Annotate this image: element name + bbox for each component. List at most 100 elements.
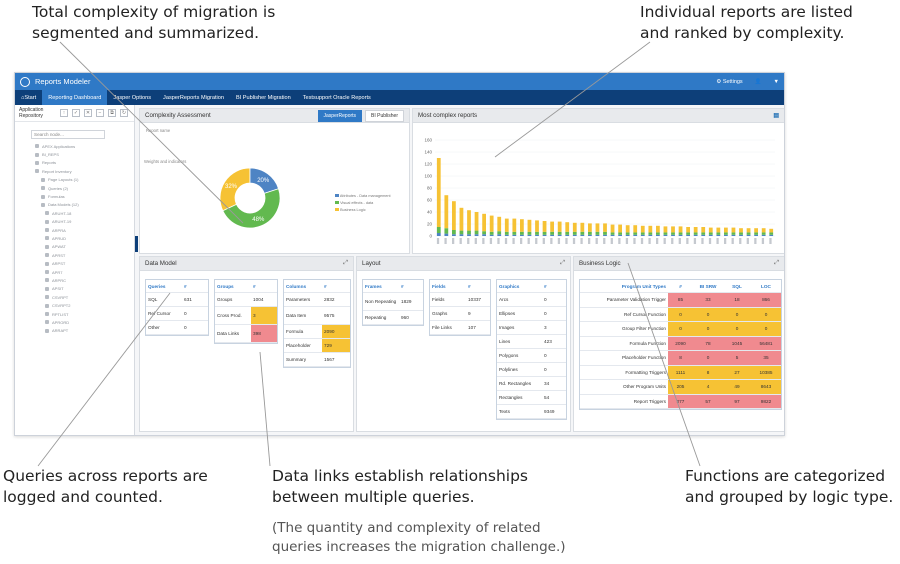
tree-node[interactable]: Page Layouts (1) bbox=[15, 176, 134, 184]
sidebar-splitter[interactable] bbox=[135, 236, 138, 252]
bar-segment[interactable] bbox=[512, 218, 517, 232]
user-icon[interactable]: 👤 bbox=[754, 78, 762, 85]
check-icon[interactable]: ✓ bbox=[72, 109, 80, 117]
bar-segment[interactable] bbox=[497, 231, 502, 235]
bar-segment[interactable] bbox=[474, 230, 479, 235]
bar-segment[interactable] bbox=[693, 234, 698, 236]
bar-segment[interactable] bbox=[595, 231, 600, 235]
bar-segment[interactable] bbox=[459, 207, 464, 231]
bar-segment[interactable] bbox=[693, 232, 698, 235]
bar-segment[interactable] bbox=[588, 234, 592, 236]
bar-segment[interactable] bbox=[474, 234, 479, 236]
column-header[interactable]: # bbox=[544, 283, 547, 289]
bar-segment[interactable] bbox=[746, 228, 751, 233]
bar-segment[interactable] bbox=[633, 232, 638, 235]
column-header[interactable]: # bbox=[468, 283, 471, 289]
bar-segment[interactable] bbox=[686, 227, 690, 233]
bar-segment[interactable] bbox=[754, 232, 758, 235]
bar-segment[interactable] bbox=[701, 227, 706, 233]
tree-node[interactable]: CSVRPT bbox=[15, 293, 134, 301]
bar-segment[interactable] bbox=[716, 227, 721, 233]
tree-node[interactable]: ARPRA bbox=[15, 226, 134, 234]
bi-publisher-button[interactable]: BI Publisher bbox=[365, 109, 404, 122]
bar-segment[interactable] bbox=[761, 232, 766, 235]
bar-segment[interactable] bbox=[489, 231, 494, 235]
bar-segment[interactable] bbox=[550, 231, 554, 235]
bar-segment[interactable] bbox=[565, 222, 570, 232]
bar-segment[interactable] bbox=[588, 223, 592, 232]
bar-segment[interactable] bbox=[671, 232, 675, 235]
tree-node[interactable]: ARUHT-18 bbox=[15, 209, 134, 217]
settings-button[interactable]: ⚙ Settings bbox=[716, 78, 743, 85]
bar-segment[interactable] bbox=[610, 234, 615, 236]
column-header[interactable]: # bbox=[679, 283, 682, 289]
bar-segment[interactable] bbox=[724, 227, 728, 233]
bar-segment[interactable] bbox=[512, 231, 517, 235]
tree-node[interactable]: ARUHT-19 bbox=[15, 218, 134, 226]
bar-segment[interactable] bbox=[656, 225, 660, 233]
column-header[interactable]: # bbox=[253, 283, 256, 289]
bar-segment[interactable] bbox=[557, 234, 562, 236]
bar-segment[interactable] bbox=[520, 234, 524, 236]
bar-segment[interactable] bbox=[686, 232, 690, 235]
bar-segment[interactable] bbox=[625, 225, 630, 233]
tree-node[interactable]: APR7 bbox=[15, 268, 134, 276]
bar-segment[interactable] bbox=[746, 232, 751, 235]
bar-segment[interactable] bbox=[663, 234, 668, 236]
bar-segment[interactable] bbox=[610, 224, 615, 233]
copy-icon[interactable]: ⧉ bbox=[108, 109, 116, 117]
column-header[interactable]: Groups bbox=[217, 283, 234, 289]
bar-segment[interactable] bbox=[467, 234, 471, 236]
bar-segment[interactable] bbox=[595, 234, 600, 236]
column-header[interactable]: # bbox=[324, 283, 327, 289]
bar-segment[interactable] bbox=[535, 234, 539, 236]
column-header[interactable]: Program Unit Types bbox=[621, 283, 666, 289]
bar-segment[interactable] bbox=[572, 222, 577, 232]
bar-segment[interactable] bbox=[618, 232, 622, 235]
bar-segment[interactable] bbox=[557, 231, 562, 235]
bar-segment[interactable] bbox=[769, 228, 774, 233]
bar-segment[interactable] bbox=[603, 234, 607, 236]
bar-segment[interactable] bbox=[648, 232, 653, 235]
bar-segment[interactable] bbox=[769, 234, 774, 236]
search-input[interactable]: Search node... bbox=[31, 130, 105, 139]
bar-segment[interactable] bbox=[625, 234, 630, 236]
expand-icon[interactable]: ⤢ bbox=[560, 260, 565, 266]
bar-segment[interactable] bbox=[739, 234, 743, 236]
bar-segment[interactable] bbox=[527, 219, 532, 232]
tree-node[interactable]: ARPRC bbox=[15, 276, 134, 284]
column-header[interactable]: Queries bbox=[148, 283, 166, 289]
bar-segment[interactable] bbox=[482, 213, 486, 232]
delete-icon[interactable]: − bbox=[96, 109, 104, 117]
bar-segment[interactable] bbox=[633, 234, 638, 236]
bar-segment[interactable] bbox=[663, 226, 668, 233]
bar-segment[interactable] bbox=[754, 228, 758, 233]
bar-segment[interactable] bbox=[754, 234, 758, 236]
bar-segment[interactable] bbox=[648, 225, 653, 233]
bar-segment[interactable] bbox=[572, 231, 577, 235]
bar-segment[interactable] bbox=[512, 234, 517, 236]
tree-node[interactable]: BI_REPS bbox=[15, 150, 134, 158]
bar-segment[interactable] bbox=[656, 232, 660, 235]
bar-segment[interactable] bbox=[663, 232, 668, 235]
tree-node[interactable]: RPTLIST bbox=[15, 310, 134, 318]
bar-segment[interactable] bbox=[452, 201, 456, 230]
bar-segment[interactable] bbox=[603, 223, 607, 232]
bar-segment[interactable] bbox=[444, 228, 449, 234]
bar-segment[interactable] bbox=[603, 231, 607, 235]
bar-segment[interactable] bbox=[731, 234, 736, 236]
expand-icon[interactable]: ⤢ bbox=[343, 260, 348, 266]
bar-segment[interactable] bbox=[535, 231, 539, 235]
bar-segment[interactable] bbox=[444, 233, 449, 236]
column-header[interactable]: Frames bbox=[365, 283, 382, 289]
tree-node[interactable]: Queries (2) bbox=[15, 184, 134, 192]
bar-segment[interactable] bbox=[633, 225, 638, 233]
tab-jasper-migration[interactable]: JasperReports Migration bbox=[163, 94, 224, 101]
tree-node[interactable]: ARPST bbox=[15, 259, 134, 267]
bar-segment[interactable] bbox=[739, 228, 743, 233]
bar-segment[interactable] bbox=[671, 226, 675, 233]
expand-icon[interactable]: ⤢ bbox=[774, 260, 779, 266]
bar-segment[interactable] bbox=[625, 232, 630, 235]
column-header[interactable]: Fields bbox=[432, 283, 446, 289]
bar-segment[interactable] bbox=[459, 230, 464, 235]
